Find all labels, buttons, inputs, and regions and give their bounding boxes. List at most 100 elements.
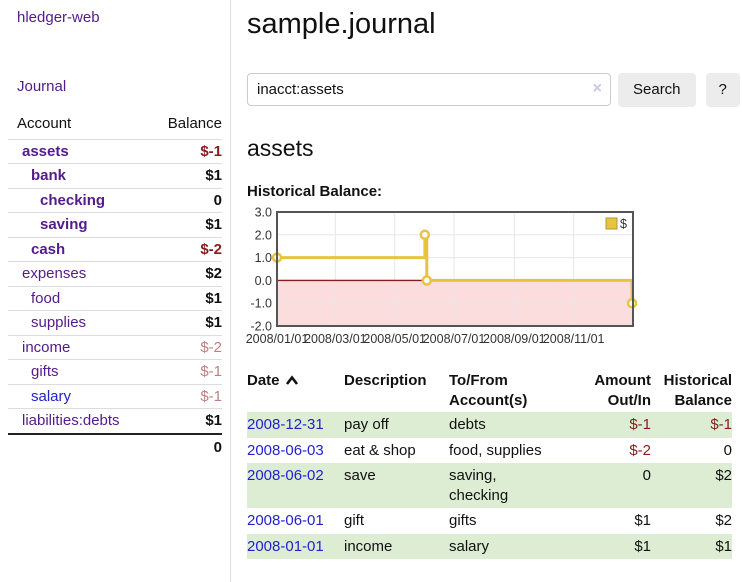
- register-description: pay off: [344, 416, 389, 434]
- accounts-table-header: Account Balance: [8, 114, 222, 139]
- account-link[interactable]: cash: [31, 240, 66, 258]
- register-header-accounts: To/From Account(s): [449, 372, 528, 409]
- svg-text:2008/03/01: 2008/03/01: [304, 332, 367, 346]
- register-row: 2008-06-01 gift gifts $1 $2: [247, 508, 732, 534]
- register-balance: 0: [723, 441, 732, 459]
- account-row: cash $-2: [8, 236, 222, 262]
- svg-text:2008/07/01: 2008/07/01: [423, 332, 486, 346]
- svg-text:1.0: 1.0: [255, 251, 272, 265]
- account-link[interactable]: assets: [22, 142, 69, 160]
- search-input[interactable]: [247, 73, 611, 107]
- svg-text:3.0: 3.0: [255, 206, 272, 220]
- account-row: gifts $-1: [8, 359, 222, 384]
- register-date-link[interactable]: 2008-06-02: [247, 467, 324, 485]
- register-balance: $2: [715, 467, 732, 485]
- register-table: Date Description To/From Account(s) Amou…: [247, 369, 732, 560]
- sidebar: hledger-web Journal Account Balance asse…: [0, 0, 231, 582]
- account-link[interactable]: liabilities:debts: [22, 412, 120, 429]
- account-link[interactable]: expenses: [22, 265, 87, 282]
- accounts-col-account: Account: [17, 115, 72, 132]
- register-header-description: Description: [344, 372, 427, 390]
- account-balance: $1: [205, 314, 222, 331]
- register-header-balance: Historical Balance: [663, 372, 732, 409]
- account-row: bank $1: [8, 163, 222, 188]
- register-header-amount: Amount Out/In: [594, 372, 651, 409]
- sidebar-item-journal[interactable]: Journal: [17, 77, 67, 95]
- register-body: 2008-12-31 pay off debts $-1 $-1 2008-06…: [247, 412, 732, 560]
- register-accounts: salary: [449, 537, 490, 555]
- register-row: 2008-01-01 income salary $1 $1: [247, 533, 732, 560]
- svg-text:-1.0: -1.0: [250, 297, 272, 311]
- main-panel: sample.journal × Search ? assets Histori…: [231, 0, 742, 582]
- svg-text:2008/09/01: 2008/09/01: [483, 332, 546, 346]
- search-button[interactable]: Search: [618, 72, 696, 107]
- register-description: income: [344, 537, 393, 555]
- register-amount: 0: [642, 467, 651, 485]
- register-row: 2008-06-03 eat & shop food, supplies $-2…: [247, 438, 732, 464]
- register-date-link[interactable]: 2008-06-03: [247, 441, 324, 459]
- register-accounts: gifts: [449, 512, 477, 530]
- register-amount: $1: [634, 512, 651, 530]
- account-heading: assets: [247, 134, 314, 161]
- register-description: gift: [344, 512, 365, 530]
- account-balance: $1: [205, 167, 222, 184]
- register-accounts: saving, checking: [449, 467, 509, 504]
- svg-text:2.0: 2.0: [255, 228, 272, 242]
- svg-text:2008/01/01: 2008/01/01: [246, 332, 309, 346]
- account-row: salary $-1: [8, 383, 222, 409]
- app-title-link[interactable]: hledger-web: [17, 9, 100, 26]
- clear-search-icon[interactable]: ×: [592, 80, 602, 98]
- account-balance: $-1: [200, 142, 222, 160]
- account-row: liabilities:debts $1: [8, 408, 222, 433]
- account-row: assets $-1: [8, 138, 222, 164]
- account-link[interactable]: bank: [31, 167, 67, 184]
- search-box: ×: [247, 73, 611, 107]
- historical-balance-chart[interactable]: $3.0 2.0 1.0 0.0 -1.0 -2.0 2008/01/01 2008/03/0…: [246, 205, 740, 355]
- register-accounts: debts: [449, 416, 486, 434]
- account-link[interactable]: gifts: [31, 363, 59, 380]
- accounts-list: assets $-1 bank $1 checking 0 saving $1 …: [8, 138, 222, 433]
- register-accounts: food, supplies: [449, 441, 542, 459]
- chart-title: Historical Balance:: [247, 182, 383, 200]
- register-amount: $-1: [629, 416, 651, 434]
- account-row: saving $1: [8, 212, 222, 237]
- accounts-total: 0: [8, 432, 222, 460]
- account-link[interactable]: saving: [40, 216, 88, 233]
- account-balance: $1: [205, 412, 222, 429]
- svg-text:2008/05/01: 2008/05/01: [363, 332, 426, 346]
- search-bar: × Search ?: [247, 72, 740, 107]
- register-date-link[interactable]: 2008-12-31: [247, 416, 324, 434]
- register-header-date[interactable]: Date: [247, 369, 344, 412]
- account-row: supplies $1: [8, 310, 222, 335]
- accounts-col-balance: Balance: [167, 115, 222, 132]
- account-balance: $2: [205, 265, 222, 282]
- sort-ascending-icon: [285, 375, 298, 385]
- account-balance: $-2: [200, 240, 222, 258]
- account-row: food $1: [8, 285, 222, 311]
- account-balance: 0: [213, 191, 222, 209]
- account-row: income $-2: [8, 334, 222, 360]
- account-link[interactable]: checking: [40, 191, 106, 209]
- svg-text:0.0: 0.0: [255, 274, 272, 288]
- account-link[interactable]: food: [31, 289, 61, 307]
- account-balance: $1: [205, 289, 222, 307]
- account-balance: $-2: [200, 338, 222, 356]
- account-link[interactable]: supplies: [31, 314, 87, 331]
- accounts-table: Account Balance assets $-1 bank $1 check…: [8, 114, 222, 459]
- account-link[interactable]: income: [22, 338, 71, 356]
- account-link[interactable]: salary: [31, 387, 72, 405]
- register-balance: $2: [715, 512, 732, 530]
- register-date-link[interactable]: 2008-06-01: [247, 512, 324, 530]
- account-balance: $-1: [200, 387, 222, 405]
- account-row: checking 0: [8, 187, 222, 213]
- svg-text:$: $: [620, 217, 627, 231]
- register-header-row: Date Description To/From Account(s) Amou…: [247, 369, 732, 412]
- register-row: 2008-12-31 pay off debts $-1 $-1: [247, 412, 732, 438]
- register-date-link[interactable]: 2008-01-01: [247, 537, 324, 555]
- account-balance: $1: [205, 216, 222, 233]
- account-row: expenses $2: [8, 261, 222, 286]
- svg-text:-2.0: -2.0: [250, 320, 272, 334]
- help-button[interactable]: ?: [705, 72, 740, 107]
- register-row: 2008-06-02 save saving, checking 0 $2: [247, 463, 732, 509]
